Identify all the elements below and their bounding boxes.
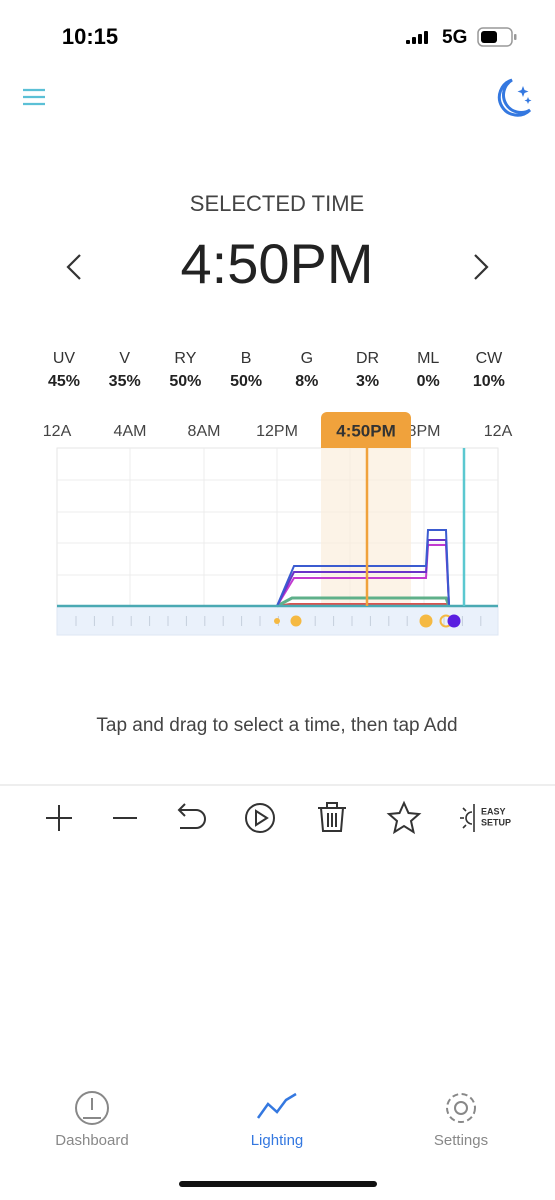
easy-setup-label[interactable]: EASY [481,806,506,816]
tab-label[interactable]: Lighting [251,1132,304,1149]
selected-time: 4:50PM [181,232,374,295]
delete-button[interactable] [318,802,346,832]
hint: Tap and drag to select a time, then tap … [96,715,457,736]
tab-label[interactable]: Dashboard [55,1132,128,1149]
timeline-label: 12PM [256,423,298,440]
channel-name: RY [174,350,196,367]
signal-icon [406,31,428,44]
selected-time-label: SELECTED TIME [190,191,364,216]
channel-name: V [119,350,130,367]
night-mode-button[interactable] [497,78,532,117]
channel-value: 50% [169,373,201,390]
selected-badge-label: 4:50PM [336,421,396,440]
channel-name: ML [417,350,439,367]
timeline-label: 8AM [188,423,221,440]
channel-value: 0% [417,373,440,390]
channel-value: 45% [48,373,80,390]
channel-curves [57,448,498,608]
favorite-button[interactable] [386,800,422,835]
timeline-label: 4AM [114,423,147,440]
network: 5G [442,27,467,48]
easy-setup-label[interactable]: SETUP [481,817,511,827]
lighting-tab-icon[interactable] [256,1092,297,1119]
settings-tab-icon[interactable] [446,1093,476,1123]
channel-value: 8% [295,373,318,390]
clock: 10:15 [62,24,118,49]
tab-label[interactable]: Settings [434,1132,488,1149]
add-button[interactable] [46,805,72,831]
timeline-label: 8PM [408,423,441,440]
channel-value: 35% [109,373,141,390]
home-indicator [179,1181,377,1187]
timeline-label: 12A [43,423,72,440]
schedule-points[interactable] [274,614,461,628]
channel-name: CW [476,350,504,367]
battery-icon [477,27,517,47]
prev-button[interactable] [66,254,81,280]
channel-value: 10% [473,373,505,390]
undo-button[interactable] [177,803,206,829]
timeline-label: 12A [484,423,513,440]
channel-name: DR [356,350,379,367]
selected-badge-base [321,430,411,448]
dashboard-tab-icon[interactable] [75,1091,109,1125]
channel-name: B [241,350,252,367]
next-button[interactable] [474,254,489,280]
menu-button[interactable] [23,88,45,106]
channel-value: 3% [356,373,379,390]
channel-value: 50% [230,373,262,390]
channel-name: G [301,350,313,367]
channel-name: UV [53,350,76,367]
play-button[interactable] [245,803,275,833]
easy-setup-icon[interactable] [460,804,475,832]
